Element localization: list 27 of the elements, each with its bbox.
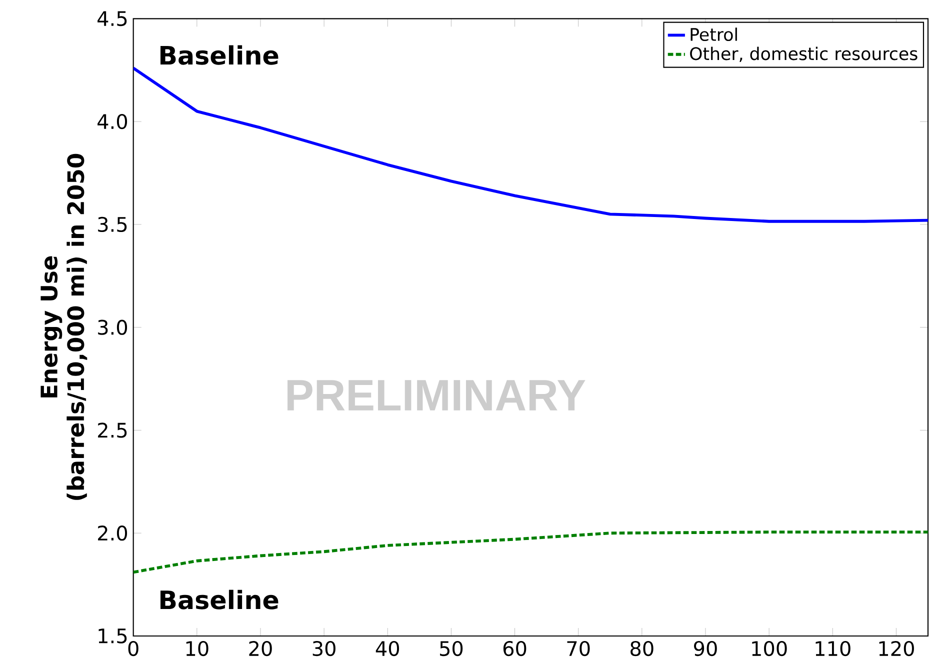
y-tick-label: 1.5: [98, 628, 127, 644]
x-tick-label: 10: [186, 640, 208, 656]
y-tick-label: 2.0: [98, 525, 128, 541]
x-tick-label: 30: [312, 640, 336, 656]
x-tick-label: 60: [503, 640, 526, 656]
y-tick-label: 4.0: [98, 114, 128, 129]
x-tick-label: 70: [567, 640, 590, 656]
legend-label: Petrol: [690, 27, 737, 41]
y-tick-label: 2.5: [98, 422, 127, 438]
x-tick-label: 20: [249, 640, 272, 656]
line-series: [133, 66, 928, 223]
annotation: Baseline: [160, 45, 278, 65]
y-axis-title: Energy Use (barrels/10,000 mi) in 2050: [40, 154, 88, 500]
y-tick-label: 4.5: [98, 11, 127, 26]
x-tick-label: 80: [630, 640, 654, 656]
x-tick-label: 90: [694, 640, 717, 656]
x-tick-label: 0: [128, 640, 138, 656]
x-tick-label: 50: [440, 640, 463, 656]
x-tick-label: 120: [879, 640, 914, 656]
line-series: [133, 530, 928, 574]
y-tick-label: 3.0: [98, 320, 128, 335]
annotation: Baseline: [160, 590, 278, 610]
x-tick-label: 40: [376, 640, 400, 656]
legend-label: Other, domestic resources: [690, 46, 918, 62]
y-tick-label: 3.5: [98, 216, 127, 232]
x-tick-label: 110: [816, 640, 850, 656]
x-tick-label: 100: [752, 640, 787, 656]
